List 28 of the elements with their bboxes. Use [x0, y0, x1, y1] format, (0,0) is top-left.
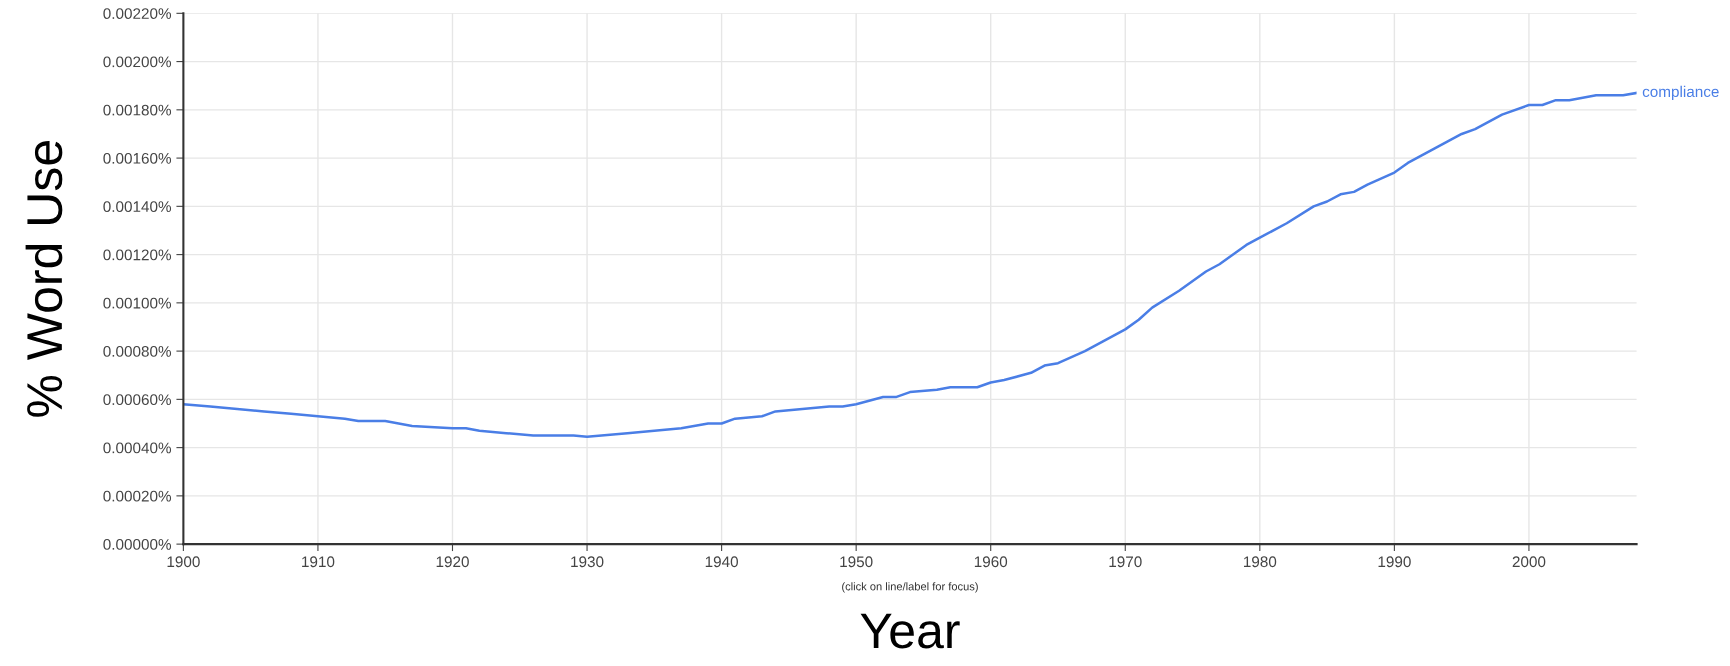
x-tick-label: 1950 — [840, 556, 873, 568]
y-tick-label: 0.00160% — [103, 152, 172, 164]
x-tick-label: 1940 — [705, 556, 738, 568]
line-series — [183, 91, 1637, 439]
y-tick-label: 0.00020% — [103, 490, 172, 502]
y-tick-label: 0.00220% — [103, 8, 172, 20]
y-tick-label: 0.00140% — [103, 201, 172, 213]
y-tick-label: 0.00040% — [103, 442, 172, 454]
series-label: compliance — [1642, 85, 1719, 101]
x-tick-label: 1970 — [1109, 556, 1142, 568]
y-tick-label: 0.00200% — [103, 56, 172, 68]
y-tick-label: 0.00180% — [103, 104, 172, 116]
y-tick-label: 0.00100% — [103, 297, 172, 309]
y-tick-label: 0.00120% — [103, 249, 172, 261]
x-axis-title: Year — [860, 613, 960, 649]
x-tick-label: 2000 — [1512, 556, 1546, 568]
x-tick-label: 1900 — [167, 556, 200, 568]
x-tick-label: 1960 — [974, 556, 1008, 568]
y-axis-title: % Word Use — [25, 141, 63, 417]
y-tick-label: 0.00000% — [103, 538, 172, 550]
x-tick-label: 1980 — [1244, 556, 1277, 568]
x-tick-label: 1930 — [571, 556, 604, 568]
x-tick-label: 1990 — [1378, 556, 1411, 568]
y-tick-label: 0.00080% — [103, 345, 172, 357]
x-tick-label: 1910 — [302, 556, 335, 568]
y-tick-label: 0.00060% — [103, 394, 172, 406]
x-tick-label: 1920 — [436, 556, 469, 568]
text: (click on line/label for focus) — [842, 582, 978, 593]
